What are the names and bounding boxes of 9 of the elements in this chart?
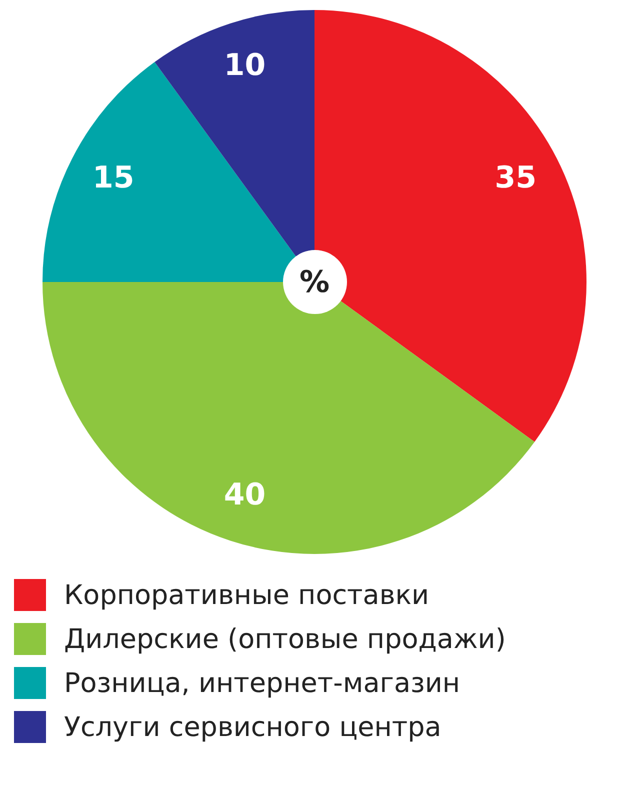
data-label: 35 [494,160,537,196]
data-label: 10 [224,48,266,84]
legend-label: Розница, интернет-магазин [64,668,460,698]
legend-label: Дилерские (оптовые продажи) [64,624,506,654]
legend-label: Услуги сервисного центра [64,712,442,742]
legend-label: Корпоративные поставки [64,580,430,610]
data-label: 15 [92,160,134,196]
data-label: 40 [224,478,266,513]
text: % [299,264,330,300]
